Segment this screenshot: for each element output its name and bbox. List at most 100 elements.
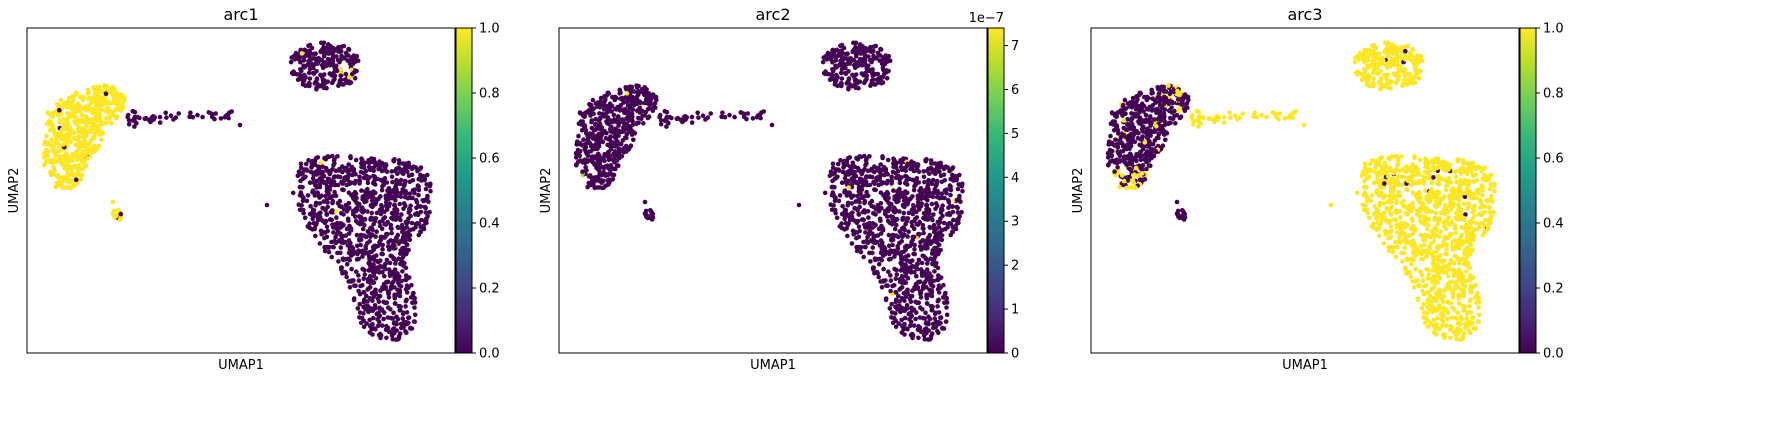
data-point	[1378, 77, 1384, 82]
data-point	[130, 108, 136, 114]
data-point	[363, 250, 368, 256]
data-point	[297, 192, 303, 198]
data-point	[888, 278, 894, 283]
data-point	[612, 166, 617, 172]
data-point	[300, 198, 306, 204]
data-point	[913, 216, 918, 221]
data-point	[296, 169, 302, 174]
data-point	[1264, 114, 1269, 120]
data-point	[345, 58, 351, 63]
data-point	[290, 190, 296, 196]
data-point	[77, 125, 82, 130]
data-point	[927, 166, 933, 171]
data-point	[1412, 57, 1418, 62]
data-point	[1227, 110, 1232, 116]
data-point	[117, 217, 123, 222]
data-point	[862, 153, 867, 159]
data-point	[311, 71, 317, 76]
data-point	[908, 299, 914, 305]
data-point	[397, 251, 403, 256]
data-point	[327, 244, 332, 250]
data-point	[383, 200, 389, 205]
data-point	[889, 310, 895, 315]
data-point	[1135, 112, 1140, 117]
data-point	[351, 60, 357, 65]
data-point	[42, 162, 47, 167]
data-point	[1403, 48, 1408, 54]
data-point	[913, 316, 918, 322]
data-point	[951, 217, 956, 223]
data-point	[332, 67, 338, 72]
data-point	[422, 197, 428, 203]
data-point	[43, 141, 49, 147]
data-point	[945, 165, 951, 170]
data-point	[583, 128, 589, 133]
data-point	[393, 261, 398, 266]
data-point	[924, 285, 929, 290]
data-point	[370, 315, 376, 321]
data-point	[362, 222, 367, 228]
data-point	[69, 165, 75, 171]
data-point	[323, 193, 328, 199]
data-point	[423, 210, 429, 215]
data-point	[392, 202, 398, 208]
data-point	[1369, 62, 1374, 68]
data-point	[1157, 115, 1162, 120]
data-point	[871, 53, 876, 59]
data-point	[343, 203, 349, 208]
data-point	[391, 321, 397, 326]
data-point	[927, 337, 933, 342]
data-point	[333, 193, 339, 198]
data-point	[955, 186, 961, 192]
data-point	[1189, 112, 1195, 118]
data-point	[1402, 73, 1408, 78]
data-point	[592, 162, 597, 167]
data-point	[929, 308, 934, 313]
data-point	[873, 256, 878, 262]
data-point	[361, 175, 367, 181]
data-point	[915, 327, 921, 333]
data-point	[903, 165, 908, 171]
data-point	[340, 187, 345, 192]
data-point	[331, 230, 336, 235]
data-point	[924, 267, 930, 272]
data-point	[356, 273, 361, 278]
data-point	[399, 257, 404, 262]
data-point	[839, 76, 845, 81]
data-point	[343, 71, 349, 77]
data-point	[890, 169, 896, 175]
data-point	[1375, 71, 1381, 76]
data-point	[92, 135, 97, 141]
data-point	[323, 63, 329, 69]
data-point	[362, 267, 367, 273]
data-point	[849, 241, 855, 246]
data-point	[578, 119, 584, 124]
data-point	[342, 77, 348, 83]
data-point	[1160, 143, 1166, 148]
data-point	[306, 70, 312, 76]
data-point	[919, 190, 924, 195]
data-point	[883, 70, 889, 75]
data-point	[624, 91, 630, 96]
colorbar-offset-label: 1e−7	[969, 11, 1004, 26]
data-point	[1410, 53, 1415, 58]
data-point	[933, 250, 939, 256]
data-point	[218, 116, 224, 121]
data-point	[906, 311, 912, 317]
data-point	[411, 319, 417, 324]
data-point	[330, 55, 336, 61]
data-point	[44, 133, 49, 139]
colorbar-tick-label: 5	[1011, 127, 1019, 142]
data-point	[931, 238, 937, 243]
data-point	[327, 59, 332, 65]
data-point	[339, 211, 344, 216]
data-point	[622, 124, 627, 129]
data-point	[866, 215, 871, 220]
data-point	[85, 91, 90, 96]
data-point	[894, 233, 899, 238]
data-point	[1221, 120, 1227, 125]
data-point	[1364, 82, 1370, 87]
data-point	[399, 212, 404, 217]
data-point	[1424, 226, 1430, 232]
data-point	[1172, 113, 1177, 119]
